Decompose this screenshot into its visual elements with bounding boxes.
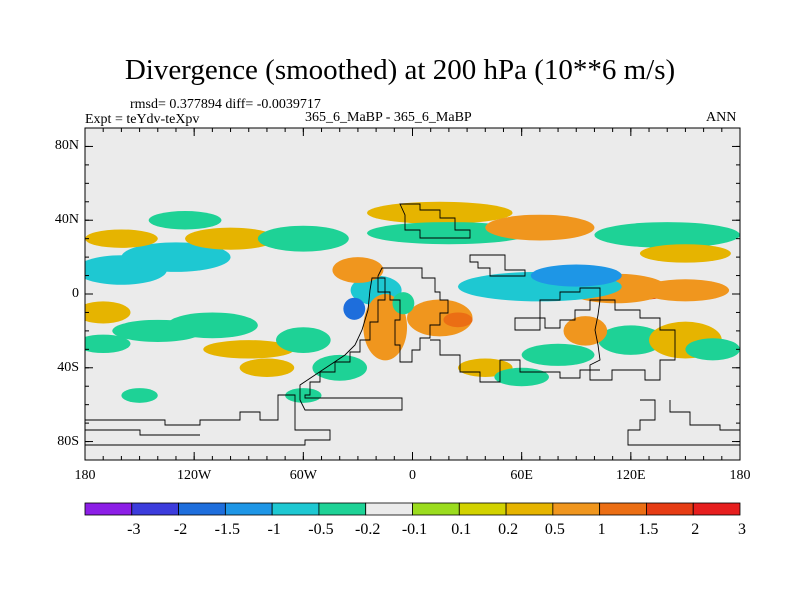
colorbar-swatch xyxy=(131,502,179,516)
comparison-label: 365_6_MaBP - 365_6_MaBP xyxy=(305,110,472,125)
axis-ticks xyxy=(84,128,741,460)
field-blob-16 xyxy=(148,211,222,230)
field-blob-9 xyxy=(443,312,473,328)
colorbar-swatch xyxy=(458,502,507,516)
colorbar-swatch xyxy=(505,502,554,516)
field-blob-23 xyxy=(85,301,131,324)
x-tick-label: 0 xyxy=(409,468,416,483)
x-tick-label: 180 xyxy=(729,468,751,483)
field-blob-36 xyxy=(685,338,740,361)
colorbar-swatch xyxy=(318,502,367,516)
x-tick-label: 120E xyxy=(616,468,646,483)
field-blob-29 xyxy=(312,354,368,381)
colorbar-label: -0.1 xyxy=(401,521,428,538)
coast-australia xyxy=(589,299,676,381)
stats-text: rmsd= 0.377894 diff= -0.0039717 xyxy=(130,97,321,112)
colorbar-label: -3 xyxy=(127,521,141,538)
field-blob-27 xyxy=(203,340,295,359)
field-blob-26 xyxy=(166,312,258,339)
coast-antarctica-pen xyxy=(85,429,200,436)
colorbar-swatch xyxy=(84,502,133,516)
field-blob-31 xyxy=(121,388,158,403)
coast-antarctica-west xyxy=(85,394,331,446)
field-blob-2 xyxy=(641,279,730,302)
experiment-label: Expt = teYdv-teXpv xyxy=(85,112,200,127)
colorbar-swatch xyxy=(271,502,320,516)
colorbar-label: 1.5 xyxy=(638,521,659,538)
colorbar-label: 0.1 xyxy=(451,521,472,538)
x-tick-label: 120W xyxy=(177,468,212,483)
coast-southeast-asia xyxy=(514,287,601,331)
x-tick-label: 60W xyxy=(289,468,317,483)
divergence-field xyxy=(85,201,740,403)
period-label: ANN xyxy=(706,110,737,125)
field-blob-34 xyxy=(598,325,664,355)
field-blob-10 xyxy=(392,292,415,315)
field-blob-17 xyxy=(257,225,349,252)
coast-antarctica-east xyxy=(627,399,740,446)
field-blob-13 xyxy=(121,242,231,272)
colorbar xyxy=(84,502,741,516)
coastlines xyxy=(85,203,740,446)
chart-title: Divergence (smoothed) at 200 hPa (10**6 … xyxy=(124,54,676,86)
colorbar-swatch xyxy=(599,502,647,516)
x-tick-label: 180 xyxy=(74,468,96,483)
colorbar-label: -0.2 xyxy=(355,521,381,538)
field-blob-25 xyxy=(85,334,131,354)
x-tick-label: 60E xyxy=(510,468,533,483)
colorbar-label: 1 xyxy=(597,521,606,538)
y-tick-label: 0 xyxy=(72,286,79,301)
y-tick-label: 80N xyxy=(54,138,79,154)
coast-south-america xyxy=(299,277,403,411)
field-blob-11 xyxy=(332,257,384,283)
field-blob-30 xyxy=(239,358,295,377)
field-blob-15 xyxy=(185,227,277,250)
colorbar-label: -0.5 xyxy=(308,521,334,538)
field-blob-37 xyxy=(563,316,608,346)
colorbar-label: -1.5 xyxy=(214,521,240,538)
colorbar-swatch xyxy=(646,502,694,516)
colorbar-swatch xyxy=(365,502,413,516)
field-blob-22 xyxy=(639,244,731,263)
coast-eurasia xyxy=(399,203,471,239)
field-blob-33 xyxy=(521,343,595,366)
coast-asia xyxy=(469,254,526,277)
colorbar-label: 0.5 xyxy=(544,521,565,538)
field-blob-28 xyxy=(276,327,331,354)
colorbar-label: 3 xyxy=(738,521,746,538)
coast-africa xyxy=(377,267,449,363)
colorbar-label: -1 xyxy=(267,521,281,538)
field-blob-20 xyxy=(485,214,595,241)
field-blob-4 xyxy=(530,264,622,287)
coast-southern-africa xyxy=(430,339,600,383)
colorbar-swatch xyxy=(178,502,226,516)
field-blob-21 xyxy=(594,222,740,248)
colorbar-swatch xyxy=(224,502,273,516)
colorbar-swatch xyxy=(692,502,741,516)
field-blob-14 xyxy=(85,229,158,248)
y-tick-label: 40S xyxy=(57,359,79,375)
y-tick-label: 40N xyxy=(54,212,79,228)
field-blob-6 xyxy=(343,297,366,320)
colorbar-label: 0.2 xyxy=(498,521,519,538)
colorbar-label: -2 xyxy=(173,521,188,538)
colorbar-swatch xyxy=(412,502,460,516)
colorbar-swatch xyxy=(552,502,601,516)
field-blob-38 xyxy=(285,388,322,403)
colorbar-label: 2 xyxy=(691,521,700,538)
field-blob-39 xyxy=(494,367,549,387)
y-tick-label: 80S xyxy=(57,433,79,449)
